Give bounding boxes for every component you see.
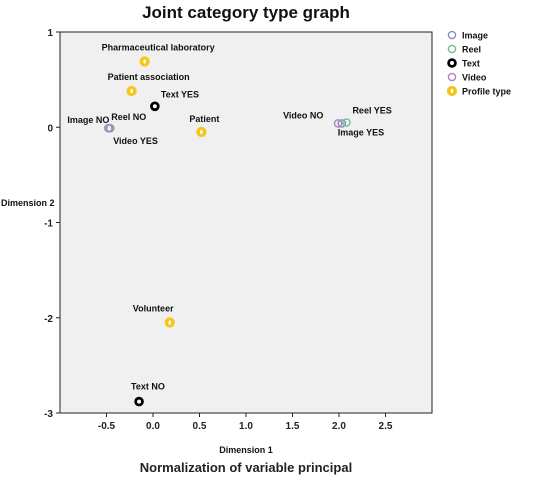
- y-tick-label: 1: [47, 28, 53, 39]
- legend-marker-profile-type-highlight: [450, 88, 454, 94]
- x-tick-label: -0.5: [98, 421, 116, 432]
- chart-title: Joint category type graph: [142, 3, 350, 22]
- point-label-image-no: Image NO: [67, 115, 109, 125]
- legend-label-video: Video: [462, 73, 487, 83]
- x-tick-label: 1.0: [239, 421, 253, 432]
- y-axis-label: Dimension 2: [1, 198, 55, 208]
- y-tick-label: -1: [44, 219, 53, 230]
- x-axis-label: Dimension 1: [219, 445, 273, 455]
- point-label-patient-association: Patient association: [108, 72, 190, 82]
- point-label-volunteer: Volunteer: [133, 304, 174, 314]
- legend-label-image: Image: [462, 31, 488, 41]
- y-tick-label: -2: [44, 314, 53, 325]
- point-label-pharmaceutical-laboratory: Pharmaceutical laboratory: [102, 43, 215, 53]
- point-text-yes: [150, 101, 160, 112]
- x-tick-label: 2.0: [332, 421, 346, 432]
- legend-marker-video: [447, 72, 457, 82]
- point-label-video-no: Video NO: [283, 110, 323, 120]
- plot-area: [59, 31, 433, 414]
- point-label-text-no: Text NO: [131, 382, 165, 392]
- point-label-video-yes: Video YES: [113, 136, 158, 146]
- point-patient-highlight: [200, 129, 203, 135]
- legend-label-profile-type: Profile type: [462, 87, 511, 97]
- point-reel-yes: [342, 118, 351, 127]
- point-video-yes: [105, 123, 115, 133]
- x-tick-label: 1.5: [286, 421, 300, 432]
- x-tick-label: 0.0: [146, 421, 160, 432]
- legend-label-text: Text: [462, 59, 480, 69]
- y-tick-label: -3: [44, 409, 53, 420]
- normalization-footer: Normalization of variable principal: [139, 460, 353, 475]
- point-image-yes: [337, 119, 347, 128]
- point-label-reel-yes: Reel YES: [352, 105, 391, 115]
- y-tick-label: 0: [47, 123, 53, 134]
- point-text-no: [134, 396, 144, 407]
- legend-marker-image: [447, 30, 457, 40]
- legend-marker-reel: [447, 44, 457, 54]
- point-patient-association-highlight: [130, 88, 133, 94]
- point-label-text-yes: Text YES: [161, 89, 199, 99]
- legend-marker-text: [447, 58, 457, 68]
- point-label-reel-no: Reel NO: [111, 112, 146, 122]
- legend-label-reel: Reel: [462, 45, 481, 55]
- point-video-no: [333, 119, 343, 128]
- point-label-image-yes: Image YES: [338, 127, 384, 137]
- point-volunteer-highlight: [168, 320, 172, 325]
- x-tick-label: 0.5: [193, 421, 207, 432]
- point-pharmaceutical-laboratory-highlight: [143, 59, 146, 64]
- point-label-patient: Patient: [189, 114, 219, 124]
- x-tick-label: 2.5: [379, 421, 393, 432]
